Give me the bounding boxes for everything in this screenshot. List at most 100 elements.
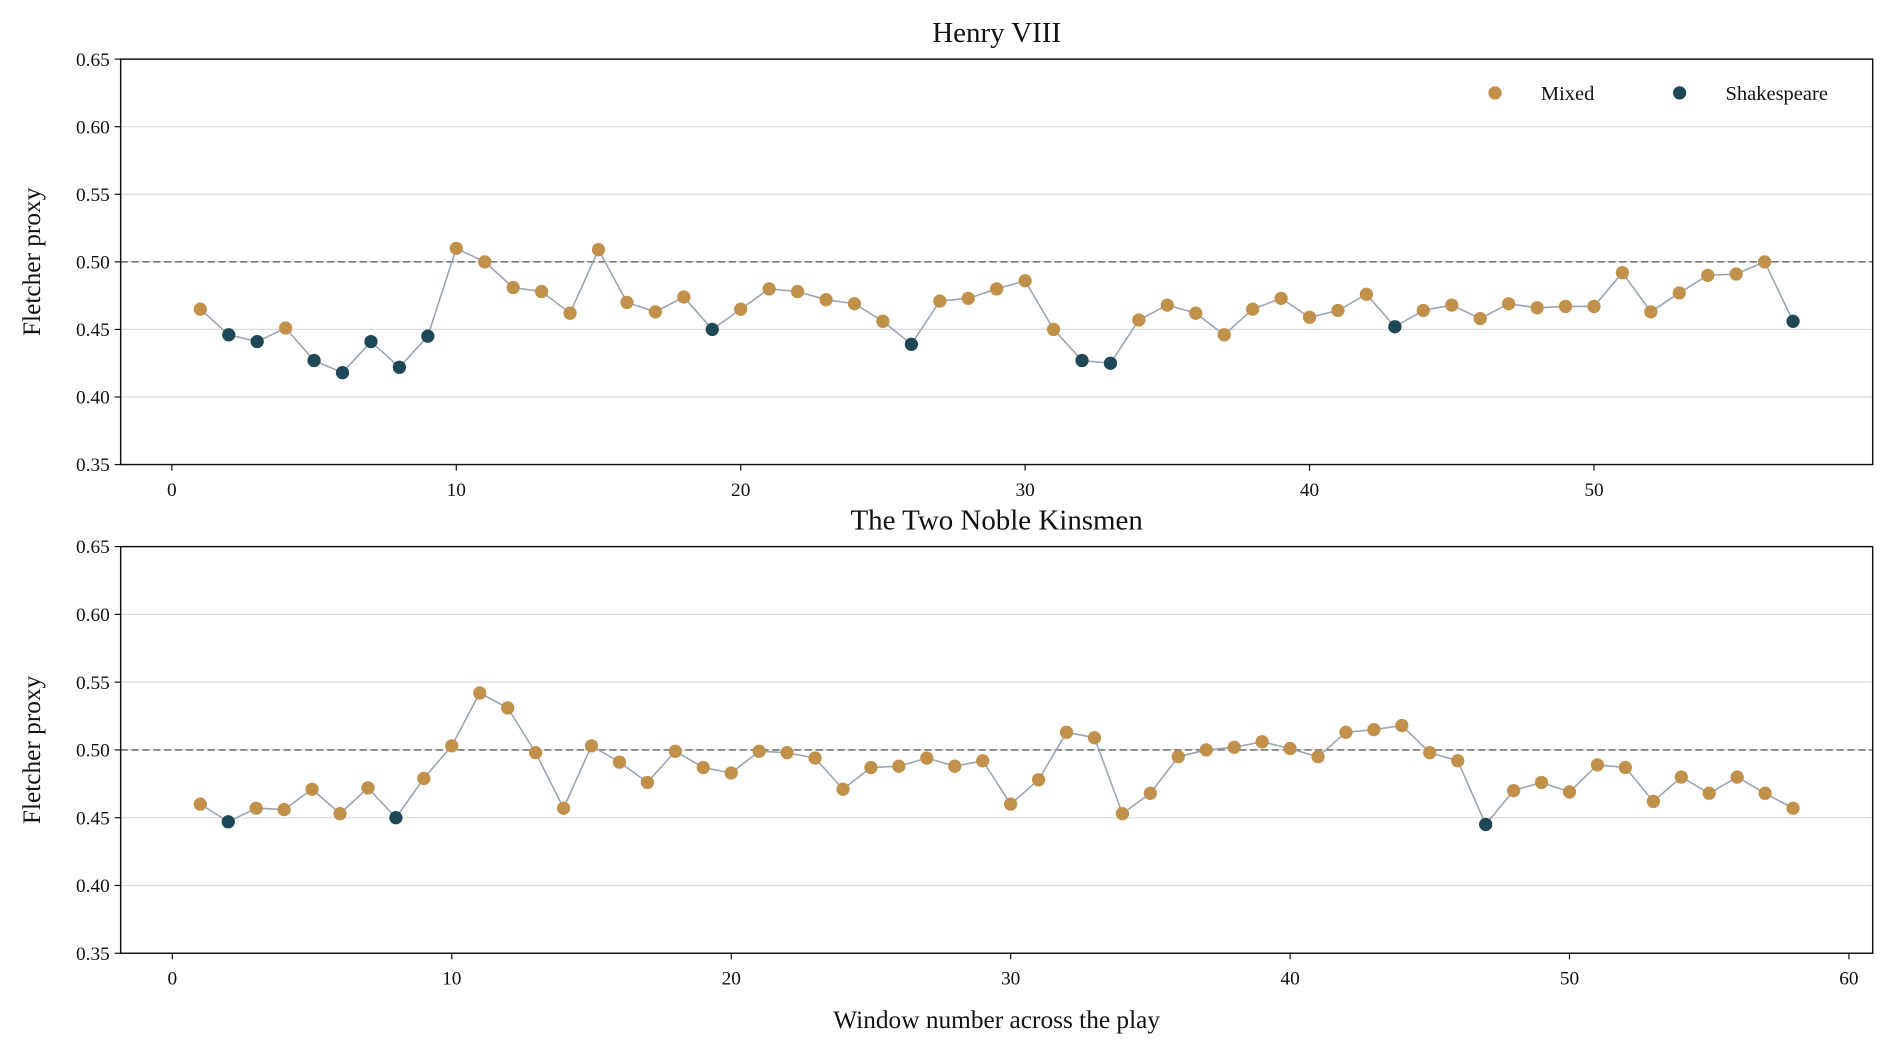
- y-tick-label: 0.45: [76, 808, 110, 829]
- point: [449, 241, 463, 255]
- point: [1031, 773, 1046, 787]
- point: [1506, 783, 1521, 798]
- point: [361, 781, 375, 795]
- point: [808, 751, 822, 765]
- point: [1786, 801, 1800, 815]
- point: [1302, 310, 1317, 324]
- point: [1416, 303, 1430, 318]
- point: [1618, 760, 1633, 775]
- point: [1758, 786, 1772, 800]
- point: [1587, 299, 1601, 314]
- point: [1274, 291, 1288, 305]
- point: [1451, 754, 1465, 768]
- point: [976, 754, 990, 768]
- point: [389, 811, 403, 825]
- point: [307, 353, 321, 368]
- axes-frame: [119, 58, 1874, 466]
- point: [620, 295, 634, 310]
- point: [1615, 266, 1630, 280]
- point: [677, 290, 691, 304]
- point: [1672, 286, 1686, 300]
- point: [696, 760, 710, 775]
- y-tick-label: 0.65: [76, 50, 110, 71]
- point: [473, 686, 487, 700]
- point: [222, 328, 236, 342]
- point: [1143, 786, 1158, 800]
- point: [847, 297, 862, 311]
- point: [933, 294, 947, 308]
- point: [892, 759, 906, 773]
- point: [790, 284, 805, 299]
- point: [249, 801, 263, 815]
- point: [1227, 740, 1241, 754]
- x-tick-label: 0: [168, 969, 178, 990]
- x-tick-label: 0: [167, 480, 177, 501]
- point: [961, 291, 975, 305]
- point: [1367, 722, 1381, 737]
- point: [1590, 758, 1605, 772]
- point: [1646, 794, 1660, 809]
- y-tick-label: 0.40: [76, 876, 110, 897]
- point: [1046, 322, 1061, 337]
- point: [1339, 725, 1353, 739]
- point: [948, 759, 962, 773]
- point: [277, 802, 291, 817]
- legend-label: Mixed: [1541, 83, 1595, 105]
- point: [1701, 268, 1715, 282]
- point: [501, 701, 515, 715]
- point: [1730, 770, 1744, 784]
- point: [1087, 731, 1102, 745]
- point: [1445, 298, 1459, 312]
- point: [864, 760, 878, 775]
- point: [584, 739, 599, 753]
- point: [528, 745, 543, 760]
- point: [990, 282, 1004, 296]
- point: [752, 744, 766, 758]
- point: [1103, 356, 1118, 370]
- chart-title: The Two Noble Kinsmen: [850, 505, 1143, 537]
- x-tick-label: 10: [442, 969, 461, 990]
- point: [1388, 320, 1402, 334]
- y-axis-label: Fletcher proxy: [18, 675, 46, 824]
- point: [563, 306, 577, 320]
- point: [1160, 298, 1174, 312]
- point: [1757, 255, 1772, 269]
- point: [1702, 786, 1716, 800]
- point: [724, 766, 738, 780]
- point: [734, 302, 748, 316]
- y-tick-label: 0.50: [76, 252, 110, 273]
- point: [278, 321, 293, 335]
- point: [1171, 750, 1185, 764]
- x-tick-label: 20: [731, 480, 750, 501]
- point: [762, 282, 776, 296]
- y-axis-label: Fletcher proxy: [18, 187, 46, 336]
- point: [1674, 770, 1688, 784]
- point: [1562, 785, 1577, 799]
- point: [1217, 328, 1231, 342]
- legend-marker: [1488, 86, 1502, 100]
- point: [648, 305, 663, 319]
- legend-marker: [1672, 86, 1687, 100]
- y-tick-label: 0.60: [76, 117, 110, 138]
- point: [1534, 775, 1549, 790]
- y-tick-label: 0.55: [76, 673, 110, 694]
- point: [364, 334, 378, 349]
- point: [819, 293, 833, 307]
- connecting-line: [199, 691, 1794, 826]
- y-tick-label: 0.35: [76, 944, 110, 965]
- point: [335, 366, 350, 380]
- chart-title: Henry VIII: [932, 17, 1061, 49]
- point: [904, 337, 918, 351]
- y-tick-label: 0.35: [76, 455, 110, 476]
- point: [1059, 725, 1074, 739]
- y-tick-label: 0.60: [76, 605, 110, 626]
- point: [421, 329, 435, 343]
- point: [1423, 745, 1437, 760]
- point: [1189, 306, 1203, 320]
- x-tick-label: 50: [1584, 480, 1603, 501]
- point: [193, 302, 207, 316]
- point: [1331, 303, 1345, 318]
- point: [1729, 267, 1743, 281]
- point: [668, 744, 682, 758]
